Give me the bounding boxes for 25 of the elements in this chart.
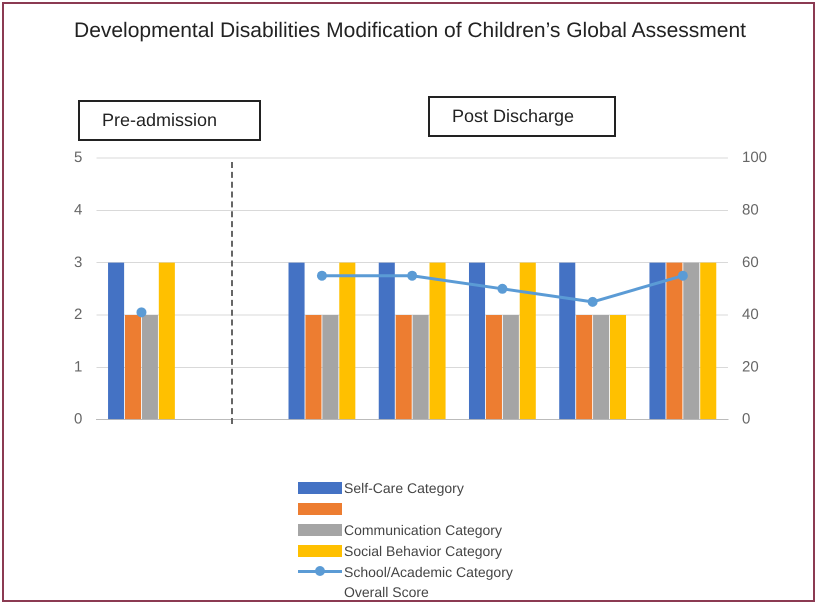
point [136,307,146,318]
y-tick-label: 2 [74,306,82,324]
point [316,270,327,281]
y2-tick-label: 20 [742,358,759,376]
text: Pre-admission [78,100,261,141]
legend-label: Social Behavior Category [344,542,503,561]
y2-tick-label: 40 [742,306,759,324]
y-tick-label: 3 [74,254,82,271]
point [678,270,688,281]
legend-label: School/Academic Category Overall Score [344,563,514,602]
legend-label: Self-Care Category [344,479,465,498]
y-tick-label: 1 [74,358,82,376]
text: Post Discharge [428,96,616,137]
y-tick-label: 4 [74,201,82,218]
y-tick-label: 5 [74,149,82,166]
y-tick-label: 0 [74,410,82,428]
y2-tick-label: 100 [742,149,768,166]
chart-title: Developmental Disabilities Modification of Children’s Global Assessment [73,18,747,44]
point [497,284,508,294]
legend-label: Communication Category [344,521,503,540]
point [588,296,598,307]
y2-tick-label: 60 [742,254,759,271]
y2-tick-label: 0 [742,410,750,428]
y2-tick-label: 80 [742,201,759,218]
point [407,270,418,281]
